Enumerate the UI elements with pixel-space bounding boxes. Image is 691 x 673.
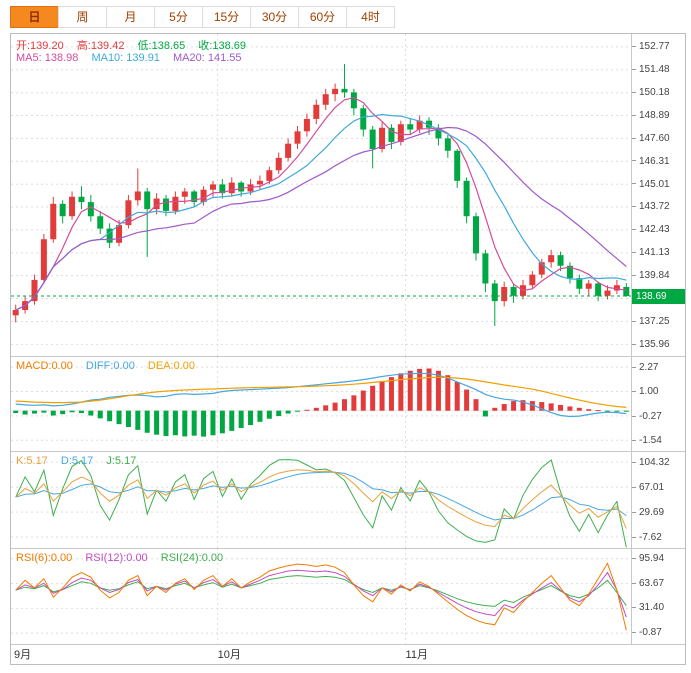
y-tick: -7.62	[632, 531, 684, 544]
ohlc-info: 开:139.20 高:139.42 低:138.65 收:138.69	[16, 37, 256, 53]
panel-divider	[11, 451, 685, 452]
rsi-info: RSI(6):0.00 RSI(12):0.00 RSI(24):0.00	[16, 552, 233, 564]
ma10-value: MA10: 139.91	[91, 52, 160, 64]
kdj-info: K:5.17 D:5.17 J:5.17	[16, 455, 146, 467]
panel-divider	[11, 548, 685, 549]
y-tick: 152.77	[632, 40, 684, 53]
y-tick: 147.60	[632, 132, 684, 145]
rsi24-value: RSI(24):0.00	[160, 552, 224, 564]
x-tick-month: 10月	[217, 649, 241, 661]
y-tick: 143.72	[632, 200, 684, 213]
diff-value: DIFF:0.00	[85, 360, 135, 372]
x-tick-month: 11月	[405, 649, 428, 661]
y-tick: 1.00	[632, 385, 684, 398]
close-value: 收:138.69	[198, 40, 246, 52]
y-tick: 150.18	[632, 86, 684, 99]
macd-info: MACD:0.00 DIFF:0.00 DEA:0.00	[16, 360, 205, 372]
y-tick: 148.89	[632, 109, 684, 122]
panel-divider	[11, 356, 685, 357]
x-tick-month: 9月	[14, 649, 32, 661]
y-tick: 142.43	[632, 223, 684, 236]
y-tick: 67.01	[632, 481, 684, 494]
y-tick: 63.67	[632, 577, 684, 590]
y-tick: 95.94	[632, 552, 684, 565]
tab-15min[interactable]: 15分	[202, 6, 251, 28]
tab-30min[interactable]: 30分	[250, 6, 299, 28]
rsi-axis: 95.94 63.67 31.40 -0.87	[632, 552, 684, 639]
y-tick: 31.40	[632, 601, 684, 614]
macd-axis: 2.27 1.00 -0.27 -1.54	[632, 361, 684, 447]
period-toolbar: 日 周 月 5分 15分 30分 60分 4时	[10, 6, 395, 28]
y-tick: 2.27	[632, 361, 684, 374]
last-price-tag: 138.69	[632, 288, 685, 304]
y-tick: 151.48	[632, 63, 684, 76]
ma20-value: MA20: 141.55	[173, 52, 242, 64]
panel-divider	[11, 644, 685, 645]
y-tick: 29.69	[632, 506, 684, 519]
y-tick: 145.01	[632, 178, 684, 191]
y-tick: -0.27	[632, 410, 684, 423]
ma5-value: MA5: 138.98	[16, 52, 79, 64]
y-tick: 141.13	[632, 246, 684, 259]
tab-4hour[interactable]: 4时	[346, 6, 395, 28]
y-tick: 135.96	[632, 338, 684, 351]
y-tick: 146.31	[632, 155, 684, 168]
rsi6-value: RSI(6):0.00	[16, 552, 73, 564]
macd-chart[interactable]	[11, 356, 631, 451]
time-axis: 9月 10月 11月	[11, 646, 631, 664]
y-tick: 139.84	[632, 269, 684, 282]
y-tick: 137.25	[632, 315, 684, 328]
low-value: 低:138.65	[137, 40, 186, 52]
tab-week[interactable]: 周	[58, 6, 107, 28]
j-value: J:5.17	[106, 455, 137, 467]
tab-5min[interactable]: 5分	[154, 6, 203, 28]
y-tick: -0.87	[632, 626, 684, 639]
macd-value: MACD:0.00	[16, 360, 73, 372]
d-value: D:5.17	[60, 455, 94, 467]
rsi12-value: RSI(12):0.00	[85, 552, 148, 564]
y-tick: -1.54	[632, 434, 684, 447]
chart-area: 开:139.20 高:139.42 低:138.65 收:138.69 MA5:…	[10, 33, 686, 665]
tab-60min[interactable]: 60分	[298, 6, 347, 28]
tab-day[interactable]: 日	[10, 6, 59, 28]
candlestick-chart[interactable]	[11, 34, 631, 356]
high-value: 高:139.42	[76, 40, 125, 52]
price-axis: 152.77 151.48 150.18 148.89 147.60 146.3…	[632, 40, 684, 351]
dea-value: DEA:0.00	[147, 360, 195, 372]
tab-month[interactable]: 月	[106, 6, 155, 28]
k-value: K:5.17	[16, 455, 48, 467]
y-tick: 104.32	[632, 456, 684, 469]
kdj-axis: 104.32 67.01 29.69 -7.62	[632, 456, 684, 544]
ma-info: MA5: 138.98 MA10: 139.91 MA20: 141.55	[16, 52, 252, 64]
rsi-chart[interactable]	[11, 548, 631, 644]
kdj-chart[interactable]	[11, 451, 631, 548]
open-value: 开:139.20	[16, 40, 64, 52]
